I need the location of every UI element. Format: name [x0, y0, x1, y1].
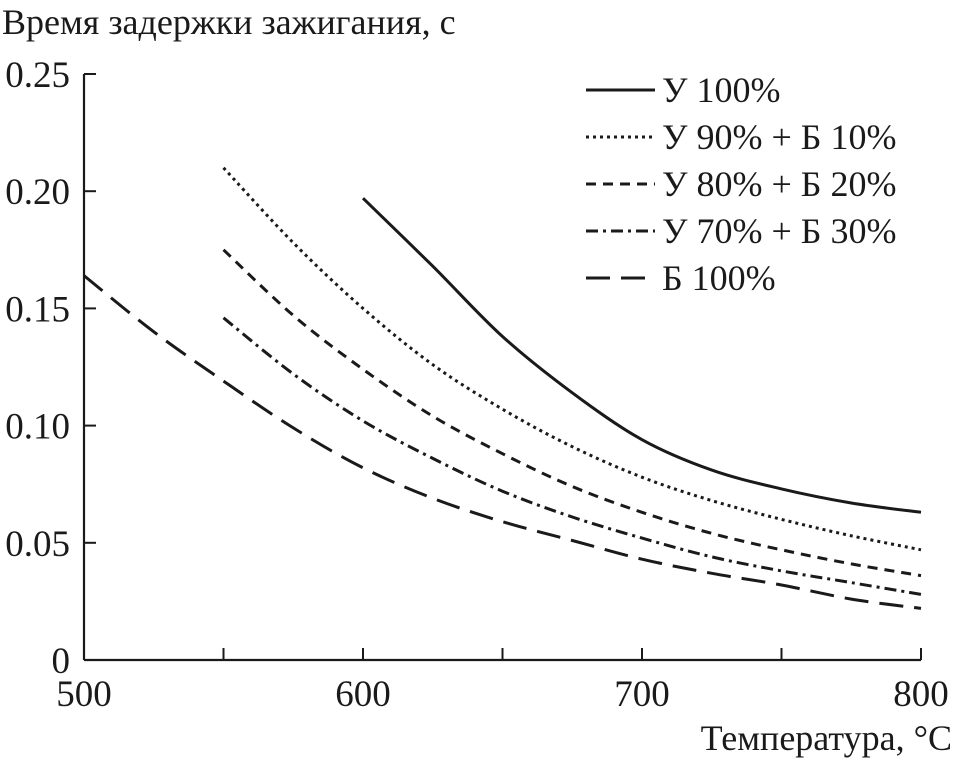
y-tick-label: 0	[52, 641, 71, 682]
y-axis-title: Время задержки зажигания, с	[2, 2, 456, 42]
y-tick-label: 0.10	[5, 407, 70, 448]
y-tick-label: 0.05	[5, 524, 70, 565]
x-tick-label: 700	[614, 674, 670, 715]
legend-label: У 90% + Б 10%	[662, 117, 896, 157]
y-tick-label: 0.20	[5, 172, 70, 213]
series-line-5	[83, 274, 922, 610]
x-tick-label: 500	[56, 674, 112, 715]
x-tick-label: 800	[893, 674, 949, 715]
legend-label: У 70% + Б 30%	[662, 211, 896, 251]
series-lines	[83, 166, 922, 610]
legend-label: У 100%	[662, 70, 780, 110]
x-tick-label: 600	[335, 674, 391, 715]
series-line-4	[222, 316, 922, 596]
x-axis-ticks: 500 600 700 800	[56, 648, 949, 715]
series-line-2	[222, 166, 922, 552]
legend: У 100% У 90% + Б 10% У 80% + Б 20% У 70% + …	[586, 70, 896, 298]
y-tick-label: 0.15	[5, 289, 70, 330]
y-tick-label: 0.25	[5, 55, 70, 96]
legend-label: У 80% + Б 20%	[662, 164, 896, 204]
y-axis-ticks: 0 0.05 0.10 0.15 0.20 0.25	[5, 55, 96, 682]
series-line-1	[361, 197, 922, 514]
legend-label: Б 100%	[662, 258, 776, 298]
x-axis-title: Температура, °C	[701, 718, 952, 758]
